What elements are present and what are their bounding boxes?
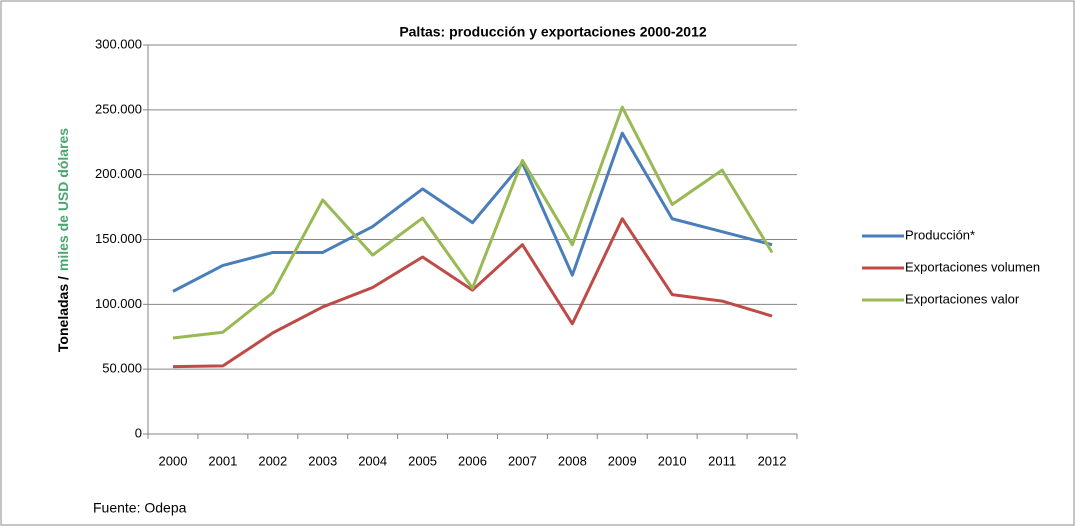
x-tick-label: 2003 (308, 453, 337, 468)
y-axis-label-part: Toneladas / (55, 276, 71, 352)
y-axis-label-part: miles de USD dólares (55, 128, 71, 271)
y-tick-label: 100.000 (95, 296, 142, 311)
x-tick-label: 2006 (458, 453, 487, 468)
y-axis-label: Toneladas / miles de USD dólares (55, 128, 71, 352)
series-line (172, 105, 774, 340)
series-line (172, 217, 773, 369)
x-tick-label: 2000 (159, 453, 188, 468)
x-tick-label: 2004 (358, 453, 387, 468)
y-tick-label: 250.000 (95, 101, 142, 116)
series-line (172, 131, 773, 293)
y-tick-label: 200.000 (95, 166, 142, 181)
legend-label: Producción* (905, 227, 975, 242)
x-tick-label: 2007 (508, 453, 537, 468)
x-tick-label: 2001 (208, 453, 237, 468)
legend-label: Exportaciones volumen (905, 259, 1040, 274)
y-tick-label: 0 (135, 425, 142, 440)
y-tick-label: 300.000 (95, 36, 142, 51)
chart-title: Paltas: producción y exportaciones 2000-… (399, 24, 707, 40)
y-tick-label: 150.000 (95, 231, 142, 246)
legend-label: Exportaciones valor (905, 291, 1020, 306)
x-tick-label: 2005 (408, 453, 437, 468)
x-tick-label: 2011 (708, 453, 736, 468)
x-tick-label: 2002 (258, 453, 287, 468)
x-tick-label: 2012 (758, 453, 787, 468)
x-tick-label: 2010 (658, 453, 687, 468)
x-tick-label: 2009 (608, 453, 637, 468)
source-note: Fuente: Odepa (93, 500, 187, 516)
x-tick-label: 2008 (558, 453, 587, 468)
y-tick-label: 50.000 (102, 361, 142, 376)
